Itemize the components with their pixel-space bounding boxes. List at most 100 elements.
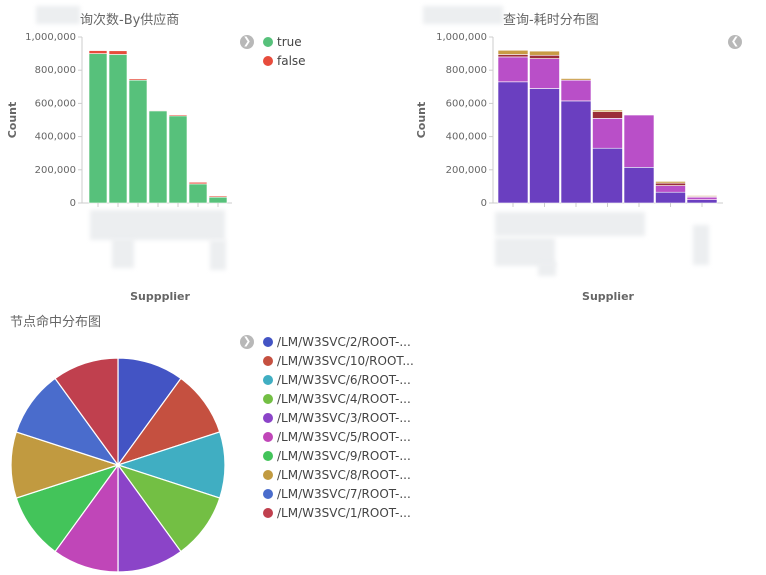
chevron-right-icon[interactable]: ❯ <box>240 335 254 349</box>
bar-segment <box>655 181 686 184</box>
legend-label: /LM/W3SVC/5/ROOT-... <box>277 429 411 444</box>
legend-swatch <box>263 355 273 366</box>
bar-segment <box>655 185 686 193</box>
bar-chart-1: 0 200,000 400,000 600,000 800,000 1,000,000 Co… <box>6 32 232 303</box>
bar-segment <box>529 88 560 204</box>
bar-segment <box>623 114 655 168</box>
y-tick-label: 200,000 <box>446 165 487 176</box>
bar-segment <box>208 196 228 204</box>
y-tick-label: 800,000 <box>446 65 487 76</box>
bar-segment <box>188 183 208 204</box>
chart-panel-2: 查询-耗时分布图 0 200,000 400,000 600,000 800,000 1,… <box>383 0 766 305</box>
bar-segment <box>497 54 529 58</box>
bar-segment <box>686 195 718 197</box>
redacted-tick-labels <box>693 225 709 265</box>
legend-label: /LM/W3SVC/1/ROOT-... <box>277 505 411 520</box>
legend-item[interactable]: /LM/W3SVC/5/ROOT-... <box>263 427 414 446</box>
legend-item[interactable]: /LM/W3SVC/3/ROOT-... <box>263 408 414 427</box>
bar-segment <box>168 115 188 204</box>
bar-segment <box>88 50 108 54</box>
legend-swatch <box>263 412 273 423</box>
chart-panel-3: 节点命中分布图 ❯ /LM/W3SVC/2/ROOT-.../LM/W3SVC/… <box>0 305 766 575</box>
bar-segment <box>592 111 623 119</box>
bar-segment <box>592 147 623 204</box>
bar-segment <box>497 49 529 55</box>
y-tick-label: 400,000 <box>35 132 76 143</box>
legend-swatch <box>263 469 273 480</box>
y-axis-label: Count <box>6 102 19 139</box>
legend-swatch <box>263 336 273 347</box>
bar-segment <box>560 100 592 204</box>
bar-segment <box>128 79 148 204</box>
chart-title: 节点命中分布图 <box>10 315 102 330</box>
legend-item[interactable]: /LM/W3SVC/2/ROOT-... <box>263 332 414 351</box>
legend-label: true <box>277 34 302 49</box>
bar-segment <box>655 191 686 204</box>
y-tick-label: 600,000 <box>446 98 487 109</box>
legend-item-false[interactable]: false <box>263 51 306 70</box>
redacted-tick-labels <box>90 210 225 240</box>
legend-chart-1: true false <box>263 32 306 70</box>
pie-slice <box>54 357 119 467</box>
bar-segment <box>655 182 686 186</box>
y-tick-label: 200,000 <box>35 165 76 176</box>
y-tick-label: 1,000,000 <box>25 32 76 43</box>
legend-swatch <box>263 450 273 461</box>
chart-title: 查询-耗时分布图 <box>503 13 599 28</box>
bar-segment <box>560 78 592 81</box>
redacted-tick-labels <box>112 238 134 268</box>
legend-label: /LM/W3SVC/8/ROOT-... <box>277 467 411 482</box>
pie-chart <box>10 357 226 573</box>
legend-label: /LM/W3SVC/7/ROOT-... <box>277 486 411 501</box>
bar-segment <box>88 53 108 204</box>
legend-item[interactable]: /LM/W3SVC/1/ROOT-... <box>263 503 414 522</box>
legend-label: /LM/W3SVC/6/ROOT-... <box>277 372 411 387</box>
legend-swatch <box>263 36 273 47</box>
legend-swatch <box>263 507 273 518</box>
bar-segment <box>497 81 529 204</box>
chart-title: 询次数-By供应商 <box>80 13 180 28</box>
legend-item[interactable]: /LM/W3SVC/6/ROOT-... <box>263 370 414 389</box>
legend-swatch <box>263 488 273 499</box>
legend-item[interactable]: /LM/W3SVC/8/ROOT-... <box>263 465 414 484</box>
bar-segment <box>560 79 592 102</box>
legend-swatch <box>263 55 273 66</box>
bar-segment <box>168 114 188 117</box>
y-axis-label: Count <box>415 102 428 139</box>
legend-item[interactable]: /LM/W3SVC/10/ROOT... <box>263 351 414 370</box>
y-tick-label: 1,000,000 <box>436 32 487 43</box>
bar-segment <box>108 50 128 55</box>
chevron-left-icon[interactable]: ❮ <box>728 35 742 49</box>
legend-item-true[interactable]: true <box>263 32 306 51</box>
legend-label: /LM/W3SVC/2/ROOT-... <box>277 334 411 349</box>
redacted-tick-labels <box>495 212 645 236</box>
bar-segment <box>686 196 718 200</box>
bar-segment <box>148 110 168 204</box>
y-tick-label: 0 <box>481 198 487 209</box>
legend-swatch <box>263 374 273 385</box>
redacted-tick-labels <box>495 238 555 266</box>
legend-label: /LM/W3SVC/3/ROOT-... <box>277 410 411 425</box>
bar-segment <box>188 181 208 185</box>
legend-swatch <box>263 431 273 442</box>
bar-segment <box>128 78 148 81</box>
legend-item[interactable]: /LM/W3SVC/7/ROOT-... <box>263 484 414 503</box>
y-tick-label: 400,000 <box>446 132 487 143</box>
redacted-tick-labels <box>538 262 556 276</box>
redacted-tick-labels <box>210 240 226 270</box>
x-axis-label: Suppplier <box>130 290 190 303</box>
legend-pie: /LM/W3SVC/2/ROOT-... /LM/W3SVC/10/ROOT...… <box>263 332 414 522</box>
chevron-right-icon[interactable]: ❯ <box>240 35 254 49</box>
chart-panel-1: 询次数-By供应商 0 200,000 400,000 600,000 800,000 1… <box>0 0 383 305</box>
y-tick-label: 0 <box>70 198 76 209</box>
bar-segment <box>148 109 168 112</box>
bar-segment <box>529 54 560 59</box>
bar-segment <box>592 118 623 149</box>
legend-swatch <box>263 393 273 404</box>
bar-segment <box>108 54 128 204</box>
legend-item[interactable]: /LM/W3SVC/4/ROOT-... <box>263 389 414 408</box>
legend-item[interactable]: /LM/W3SVC/9/ROOT-... <box>263 446 414 465</box>
bar-segment <box>529 50 560 56</box>
redacted-title-fragment <box>423 6 503 24</box>
bar-segment <box>529 58 560 89</box>
